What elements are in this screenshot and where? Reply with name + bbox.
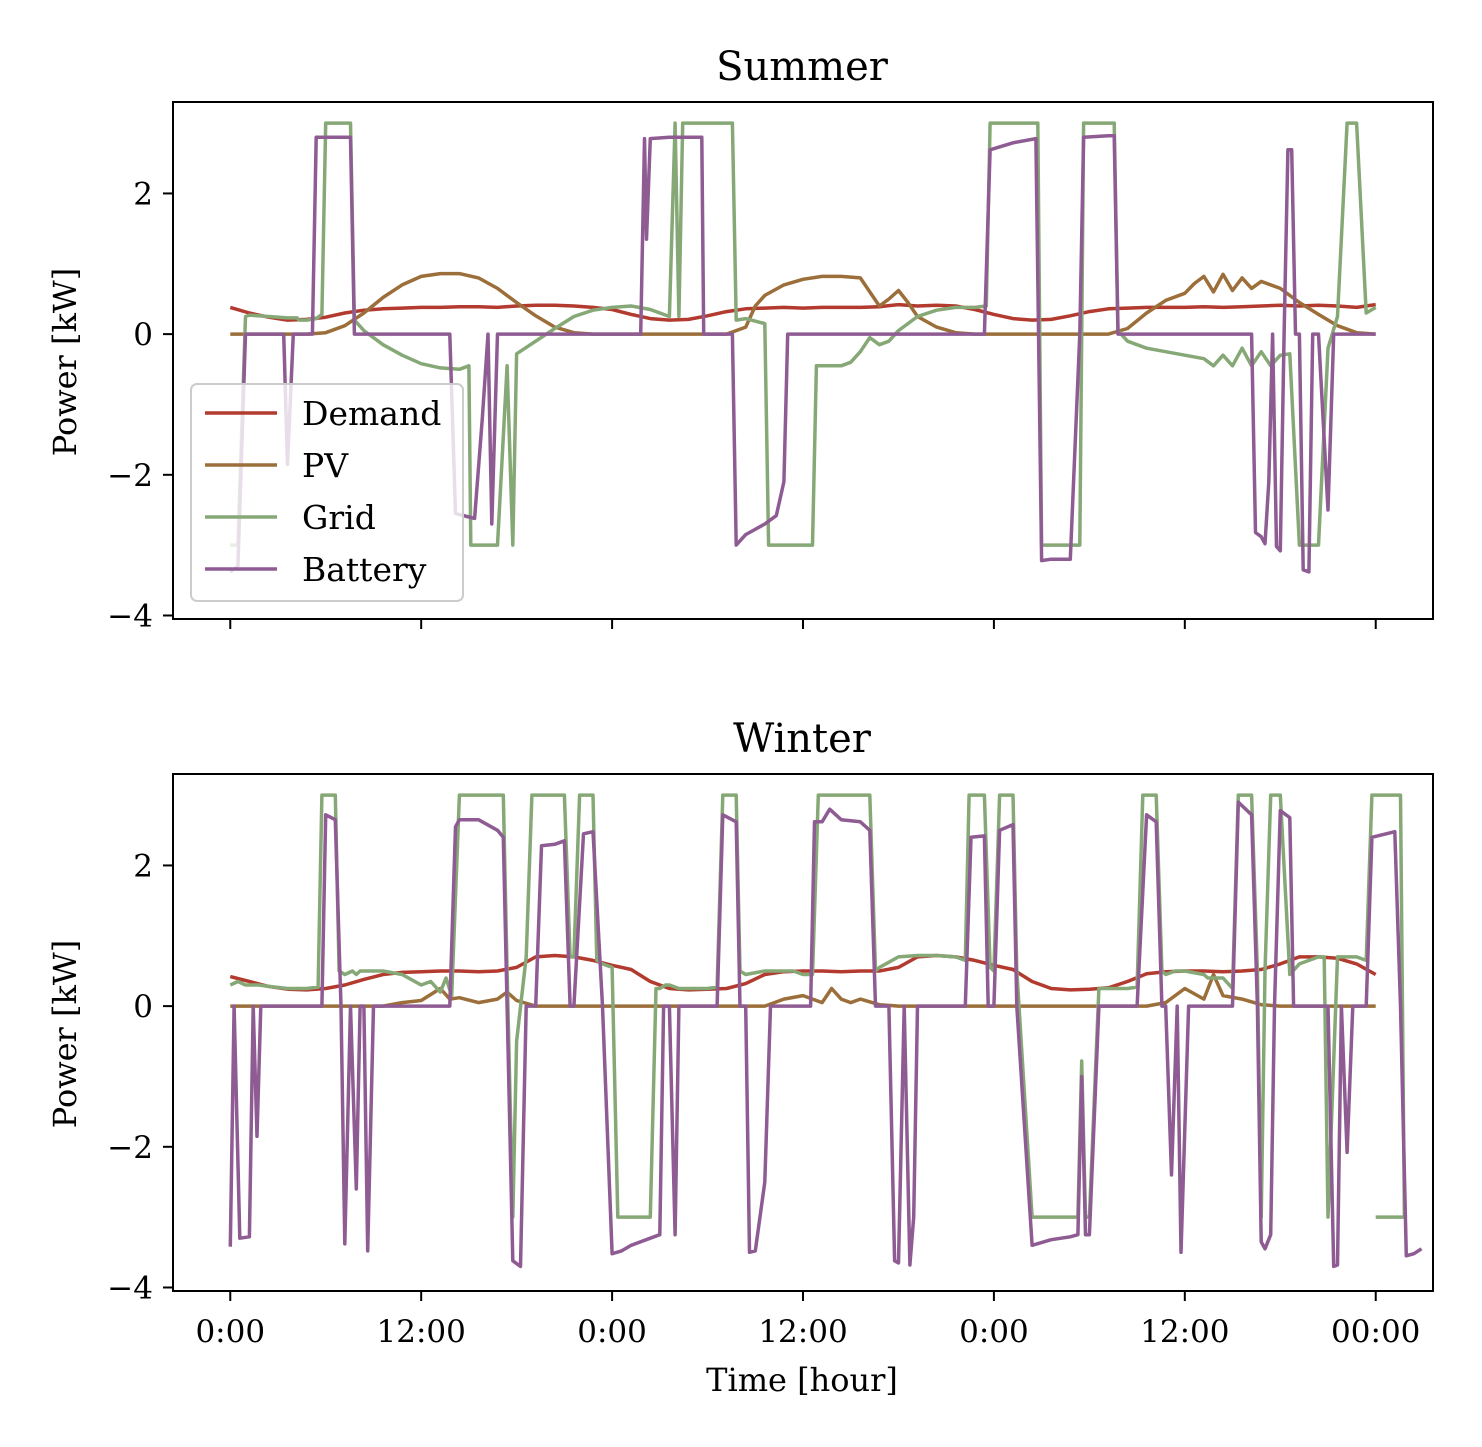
legend-demand-label: Demand: [302, 394, 441, 433]
summer-y-tick-label: −2: [107, 458, 153, 494]
winter-y-tick-label: 0: [133, 989, 153, 1025]
winter-x-tick-label: 12:00: [758, 1314, 847, 1350]
winter-y-axis-label: Power [kW]: [46, 940, 84, 1129]
winter-x-tick-label: 0:00: [195, 1314, 265, 1350]
legend-grid-label: Grid: [302, 498, 376, 537]
legend: Demand PV Grid Battery: [190, 383, 464, 602]
winter-grid-line: [229, 793, 1407, 1219]
winter-x-tick-label: 12:00: [377, 1314, 466, 1350]
winter-y-tick-label: 2: [133, 848, 153, 884]
winter-battery-line: [228, 800, 1423, 1269]
winter-x-tick-label: 0:00: [959, 1314, 1029, 1350]
winter-x-tick-label: 00:00: [1331, 1314, 1420, 1350]
winter-title: Winter: [733, 716, 872, 762]
summer-grid-line: [230, 121, 1377, 547]
summer-title: Summer: [716, 44, 889, 90]
summer-plot-area: [229, 121, 1377, 574]
summer-battery-line: [229, 134, 1376, 574]
summer-y-tick-label: 2: [133, 176, 153, 212]
legend-battery-label: Battery: [302, 550, 427, 589]
winter-y-tick-label: −2: [107, 1130, 153, 1166]
summer-pv-line: [230, 271, 1376, 336]
summer-panel: Summer Power [kW] −4 −2 0 2: [46, 44, 1434, 634]
summer-y-axis-label: Power [kW]: [46, 268, 84, 457]
summer-demand-line: [229, 302, 1376, 322]
winter-panel: Winter Power [kW] Time [hour] −4 −2 0 2 0:00…: [46, 716, 1434, 1399]
legend-box: [190, 383, 464, 602]
winter-plot-area: [228, 793, 1423, 1269]
x-axis-label: Time [hour]: [706, 1361, 898, 1399]
summer-y-tick-label: −4: [107, 598, 153, 634]
winter-x-tick-label: 12:00: [1140, 1314, 1229, 1350]
legend-pv-label: PV: [302, 446, 349, 485]
summer-y-tick-label: 0: [133, 317, 153, 353]
winter-x-tick-label: 0:00: [577, 1314, 647, 1350]
winter-y-tick-label: −4: [107, 1270, 153, 1306]
